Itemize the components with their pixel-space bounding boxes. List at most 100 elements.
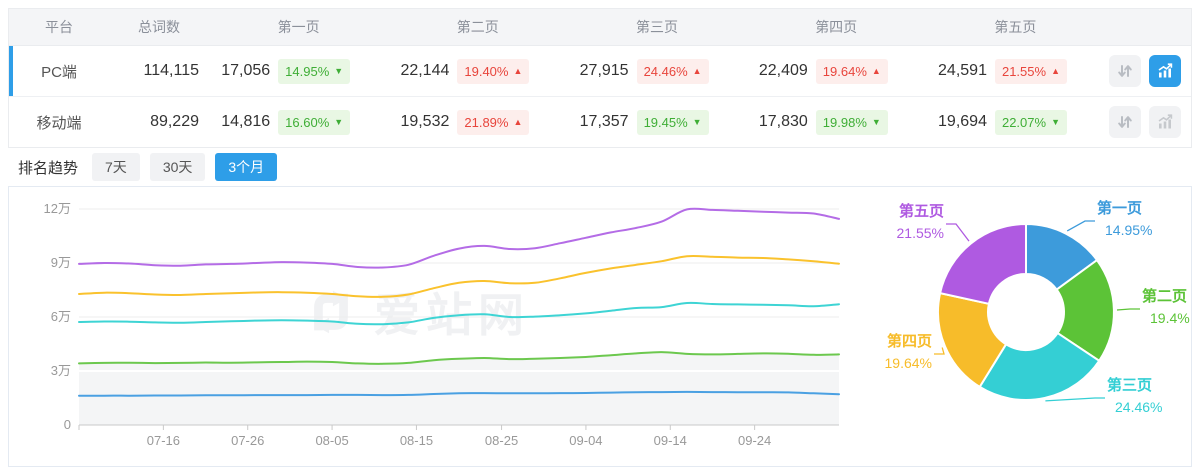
header-col-4: 第三页: [635, 19, 678, 35]
trend-tab-3个月[interactable]: 3个月: [215, 153, 278, 181]
sort-button[interactable]: [1108, 55, 1141, 87]
donut-label-name: 第二页: [1142, 287, 1187, 305]
rank-table: 平台 总词数 第一页 第二页 第三页 第四页 第五页 PC端 114,115 17,056 …: [8, 8, 1192, 148]
sort-arrows-icon: [1118, 116, 1132, 128]
page-count: 14,816: [221, 113, 271, 130]
change-badge: 22.07% ▼: [994, 109, 1067, 135]
sort-button[interactable]: [1108, 106, 1141, 138]
donut-label-pct: 14.95%: [1105, 222, 1152, 238]
svg-text:12万: 12万: [44, 201, 71, 216]
triangle-down-icon: ▼: [334, 116, 344, 127]
header-col-1: 总词数: [138, 19, 180, 35]
trend-tabs: 7天 30天 3个月: [92, 153, 278, 181]
donut-label-name: 第三页: [1107, 376, 1152, 394]
donut-label-name: 第四页: [887, 332, 932, 350]
donut-label-pct: 19.64%: [885, 355, 932, 371]
trend-tab-30天[interactable]: 30天: [149, 153, 206, 181]
triangle-down-icon: ▼: [1051, 116, 1060, 127]
page-2-cell: 22,144 19.40% ▲: [388, 58, 567, 84]
change-badge: 21.89% ▲: [457, 109, 530, 135]
page-4-cell: 22,409 19.64% ▲: [747, 58, 926, 84]
show-trend-button[interactable]: [1148, 106, 1181, 138]
donut-label-name: 第一页: [1097, 199, 1142, 217]
page-2-cell: 19,532 21.89% ▲: [388, 109, 567, 135]
trend-tab-7天[interactable]: 7天: [92, 153, 140, 181]
donut-slice-第五页: [938, 222, 1027, 305]
page-count: 17,357: [579, 113, 629, 130]
donut-label-pct: 21.55%: [897, 225, 944, 241]
page-count: 27,915: [579, 62, 629, 79]
chart-panel: 爱站网 0 3万 6万 9万 12万 07-16 07-26 08-05 08-15 08-25 0…: [8, 186, 1192, 467]
change-badge: 19.98% ▼: [815, 109, 888, 135]
page-count: 22,144: [400, 62, 450, 79]
show-trend-button[interactable]: [1148, 55, 1181, 87]
page-5-cell: 24,591 21.55% ▲: [926, 58, 1105, 84]
page-distribution-donut: 第一页 14.95% 第二页 19.4% 第三页 24.46% 第四页 19.64% 第五页 21…: [885, 199, 1190, 415]
total-words: 89,229: [150, 113, 199, 130]
triangle-up-icon: ▲: [513, 116, 523, 127]
header-col-5: 第四页: [815, 19, 858, 35]
table-header: 平台 总词数 第一页 第二页 第三页 第四页 第五页: [9, 9, 1191, 46]
change-badge: 19.45% ▼: [636, 109, 709, 135]
svg-text:09-04: 09-04: [569, 433, 602, 448]
svg-text:0: 0: [64, 417, 71, 432]
table-row-PC端[interactable]: PC端 114,115 17,056 14.95% ▼ 22,144 19.40%…: [9, 46, 1191, 97]
page-1-cell: 17,056 14.95% ▼: [209, 58, 388, 84]
donut-label-name: 第五页: [899, 202, 944, 220]
triangle-up-icon: ▲: [692, 65, 702, 76]
change-badge: 21.55% ▲: [994, 58, 1067, 84]
header-col-2: 第一页: [277, 19, 320, 35]
page-3-cell: 17,357 19.45% ▼: [567, 109, 746, 135]
platform-label: 移动端: [36, 114, 82, 132]
change-badge: 24.46% ▲: [636, 58, 709, 84]
sort-arrows-icon: [1118, 65, 1132, 77]
triangle-up-icon: ▲: [513, 65, 523, 76]
change-badge: 19.64% ▲: [815, 58, 888, 84]
svg-text:9万: 9万: [51, 255, 71, 270]
page-count: 19,532: [400, 113, 450, 130]
page-count: 17,830: [758, 113, 808, 130]
triangle-up-icon: ▲: [1051, 65, 1060, 76]
triangle-up-icon: ▲: [871, 65, 881, 76]
page-count: 19,694: [938, 113, 987, 130]
triangle-down-icon: ▼: [692, 116, 702, 127]
total-words: 114,115: [143, 62, 199, 79]
svg-text:07-16: 07-16: [147, 433, 180, 448]
change-badge: 16.60% ▼: [278, 109, 351, 135]
donut-label-pct: 24.46%: [1115, 399, 1162, 415]
trend-line-chart: 0 3万 6万 9万 12万 07-16 07-26 08-05 08-15 08-25 09-04…: [44, 201, 840, 448]
trend-chart-icon: [1158, 114, 1173, 129]
platform-label: PC端: [41, 63, 77, 81]
row-actions: [1105, 106, 1191, 138]
page-count: 24,591: [938, 62, 987, 79]
svg-text:08-05: 08-05: [315, 433, 348, 448]
change-badge: 19.40% ▲: [457, 58, 530, 84]
svg-text:6万: 6万: [51, 309, 71, 324]
donut-slice-第三页: [978, 331, 1101, 401]
page-count: 22,409: [758, 62, 808, 79]
svg-text:07-26: 07-26: [231, 433, 264, 448]
page-4-cell: 17,830 19.98% ▼: [747, 109, 926, 135]
row-actions: [1105, 55, 1191, 87]
trend-chart-icon: [1158, 63, 1173, 78]
trend-label: 排名趋势: [18, 159, 79, 177]
trend-toolbar: 排名趋势 7天 30天 3个月: [8, 148, 1192, 186]
svg-text:08-15: 08-15: [400, 433, 433, 448]
triangle-down-icon: ▼: [871, 116, 881, 127]
page-count: 17,056: [221, 62, 271, 79]
header-col-3: 第二页: [456, 19, 499, 35]
svg-text:09-14: 09-14: [654, 433, 687, 448]
table-row-移动端[interactable]: 移动端 89,229 14,816 16.60% ▼ 19,532 21.89% ▲…: [9, 97, 1191, 147]
svg-text:09-24: 09-24: [738, 433, 771, 448]
svg-text:08-25: 08-25: [485, 433, 518, 448]
header-col-6: 第五页: [994, 19, 1037, 35]
svg-text:3万: 3万: [51, 363, 71, 378]
header-col-0: 平台: [45, 19, 73, 35]
donut-label-pct: 19.4%: [1150, 310, 1190, 326]
page-5-cell: 19,694 22.07% ▼: [926, 109, 1105, 135]
table-body: PC端 114,115 17,056 14.95% ▼ 22,144 19.40%…: [9, 46, 1191, 147]
change-badge: 14.95% ▼: [278, 58, 351, 84]
page-1-cell: 14,816 16.60% ▼: [209, 109, 388, 135]
page-3-cell: 27,915 24.46% ▲: [567, 58, 746, 84]
triangle-down-icon: ▼: [334, 65, 344, 76]
